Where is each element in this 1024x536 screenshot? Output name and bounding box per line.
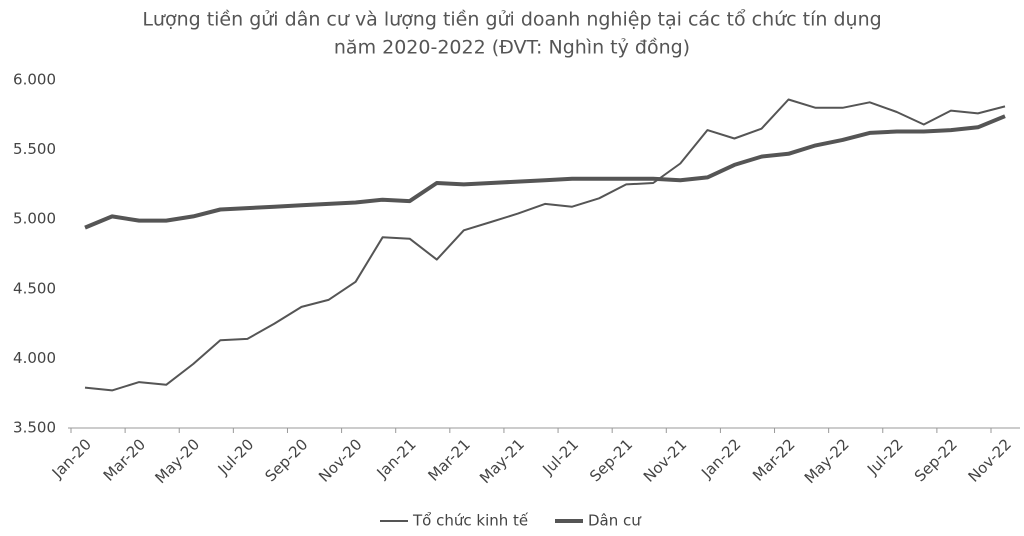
y-tick-label: 5.500 bbox=[13, 140, 56, 158]
y-tick-label: 4.000 bbox=[13, 349, 56, 367]
x-tick-label: Jul-22 bbox=[863, 435, 907, 479]
x-tick-label: Sep-20 bbox=[261, 435, 311, 485]
x-tick-label: May-20 bbox=[151, 435, 203, 487]
legend-label: Tổ chức kinh tế bbox=[412, 512, 529, 530]
y-tick-label: 5.000 bbox=[13, 210, 56, 228]
x-tick-label: Jan-20 bbox=[48, 435, 95, 482]
legend-label: Dân cư bbox=[588, 512, 642, 530]
x-tick-label: Jan-21 bbox=[373, 435, 420, 482]
series-line bbox=[84, 114, 1006, 230]
x-tick-label: Mar-22 bbox=[749, 435, 798, 484]
chart-title: Lượng tiền gửi dân cư và lượng tiền gửi … bbox=[142, 9, 881, 31]
x-tick-label: Nov-21 bbox=[640, 435, 690, 485]
x-tick-label: Nov-22 bbox=[965, 435, 1015, 485]
x-tick-label: Nov-20 bbox=[315, 435, 365, 485]
x-tick-label: Mar-21 bbox=[424, 435, 473, 484]
x-tick-label: Jul-21 bbox=[539, 435, 583, 479]
chart-subtitle: năm 2020-2022 (ĐVT: Nghìn tỷ đồng) bbox=[334, 37, 690, 59]
y-tick-label: 3.500 bbox=[13, 419, 56, 437]
x-tick-label: Mar-20 bbox=[100, 435, 149, 484]
y-tick-label: 6.000 bbox=[13, 71, 56, 89]
x-tick-label: May-22 bbox=[801, 435, 853, 487]
x-tick-label: Sep-21 bbox=[586, 435, 636, 485]
x-tick-label: May-21 bbox=[476, 435, 528, 487]
y-tick-label: 4.500 bbox=[13, 279, 56, 297]
x-tick-label: Jul-20 bbox=[214, 435, 258, 479]
series-line bbox=[84, 98, 1006, 392]
x-tick-label: Jan-22 bbox=[697, 435, 744, 482]
x-tick-label: Sep-22 bbox=[911, 435, 961, 485]
